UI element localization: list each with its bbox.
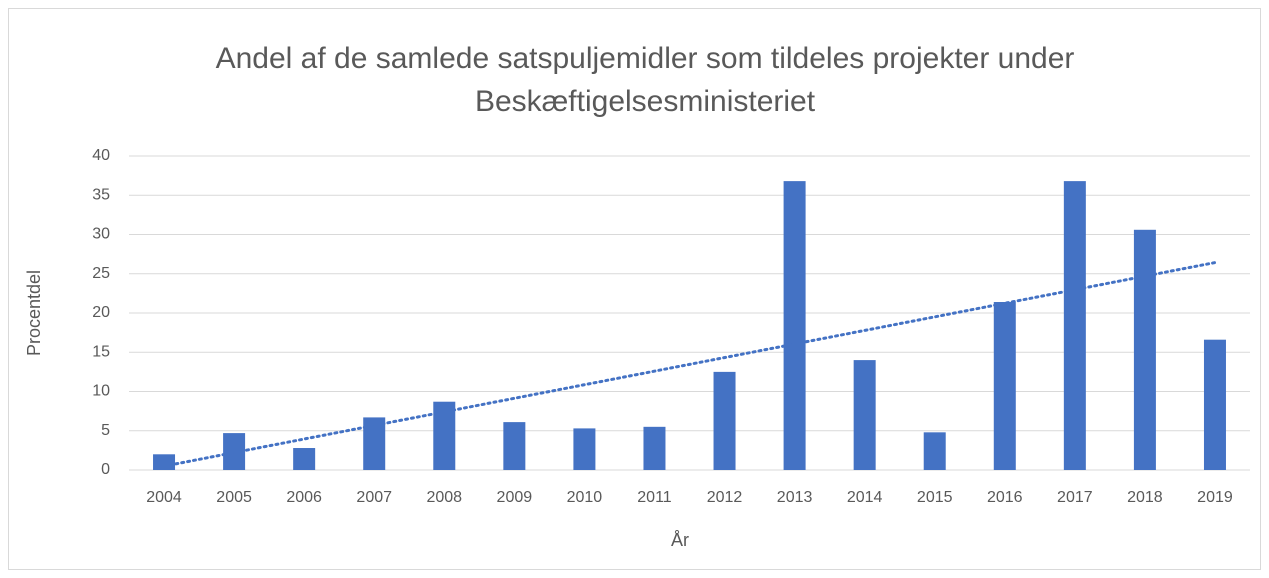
bar — [853, 360, 876, 470]
trendline — [162, 261, 1217, 468]
x-tick-label: 2016 — [987, 489, 1023, 506]
x-tick-label: 2019 — [1197, 489, 1233, 506]
y-tick-label: 40 — [92, 147, 110, 164]
x-tick-label: 2018 — [1127, 489, 1163, 506]
bar — [433, 401, 456, 470]
y-tick-label: 5 — [101, 422, 110, 439]
x-tick-label: 2013 — [777, 489, 813, 506]
bar — [783, 181, 806, 470]
chart-frame — [8, 8, 1261, 570]
y-tick-label: 20 — [92, 304, 110, 321]
x-tick-label: 2017 — [1057, 489, 1093, 506]
y-tick-label: 25 — [92, 265, 110, 282]
bar — [993, 302, 1016, 470]
bar — [503, 422, 526, 470]
bar — [1063, 181, 1086, 470]
x-axis-title: År — [671, 530, 689, 550]
y-tick-label: 10 — [92, 383, 110, 400]
bar — [643, 426, 666, 470]
x-tick-label: 2009 — [497, 489, 533, 506]
bar — [573, 428, 596, 470]
y-tick-label: 30 — [92, 226, 110, 243]
x-tick-label: 2012 — [707, 489, 743, 506]
x-tick-label: 2006 — [286, 489, 322, 506]
y-tick-label: 0 — [101, 461, 110, 478]
bar — [923, 432, 946, 470]
x-tick-label: 2004 — [146, 489, 182, 506]
x-tick-label: 2010 — [567, 489, 603, 506]
x-tick-label: 2007 — [356, 489, 392, 506]
y-tick-label: 35 — [92, 186, 110, 203]
bar — [713, 371, 736, 470]
x-tick-label: 2011 — [637, 489, 672, 506]
chart-title: Andel af de samlede satspuljemidler som … — [216, 42, 1075, 75]
bar — [1133, 229, 1156, 470]
bar — [1203, 339, 1226, 470]
x-tick-label: 2015 — [917, 489, 953, 506]
x-tick-label: 2014 — [847, 489, 883, 506]
bar — [363, 417, 386, 470]
bar — [293, 448, 316, 470]
x-tick-label: 2005 — [216, 489, 252, 506]
y-tick-label: 15 — [92, 343, 110, 360]
chart-title: Beskæftigelsesministeriet — [475, 85, 816, 118]
x-tick-label: 2008 — [426, 489, 462, 506]
y-axis-title: Procentdel — [24, 270, 44, 356]
